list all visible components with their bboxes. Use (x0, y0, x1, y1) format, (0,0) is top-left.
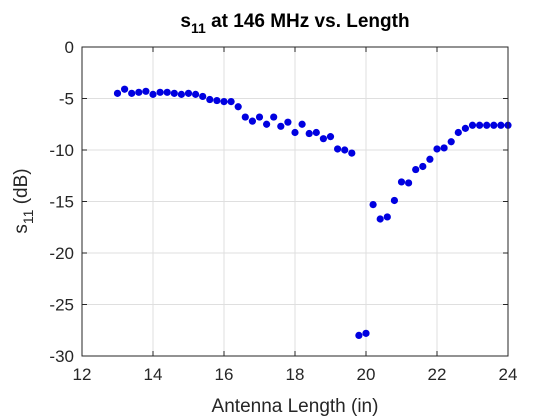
data-point (312, 128, 320, 137)
x-tick-label: 14 (144, 365, 163, 384)
data-point (291, 128, 299, 137)
ylabel-subscript: 11 (20, 209, 36, 224)
data-point (355, 331, 363, 339)
data-point (277, 122, 285, 130)
data-point (227, 97, 235, 106)
data-point (199, 92, 207, 101)
data-point (490, 121, 498, 129)
data-point (341, 146, 349, 154)
data-point (390, 196, 398, 205)
data-point (362, 329, 370, 337)
data-point (192, 90, 200, 98)
data-point (426, 155, 434, 163)
x-axis-label: Antenna Length (in) (212, 396, 379, 417)
data-point (255, 113, 264, 121)
data-point (376, 215, 384, 223)
data-point (383, 213, 391, 221)
ylabel-main: s (11, 224, 32, 234)
data-point (326, 133, 335, 141)
data-point (142, 87, 150, 95)
data-point (497, 121, 505, 129)
data-point (113, 89, 122, 97)
data-point (440, 144, 448, 152)
y-tick-label: -30 (49, 347, 74, 366)
data-point (433, 145, 441, 153)
data-point (128, 89, 136, 97)
x-tick-label: 20 (357, 365, 376, 384)
data-point (334, 145, 342, 153)
data-point (248, 117, 256, 125)
x-tick-label: 24 (499, 365, 518, 384)
x-tick-label: 12 (73, 365, 92, 384)
chart-title: s11 at 146 MHz vs. Length (180, 11, 409, 36)
y-tick-label: 0 (65, 38, 74, 57)
data-point (412, 165, 420, 174)
data-point (476, 121, 484, 129)
data-point (263, 120, 271, 128)
data-point (121, 85, 129, 93)
y-tick-label: -15 (49, 193, 74, 212)
data-point (397, 178, 406, 186)
data-point (220, 97, 228, 106)
y-tick-label: -5 (59, 90, 74, 109)
data-point (135, 88, 143, 96)
title-rest: at 146 MHz vs. Length (206, 11, 410, 32)
data-point (149, 90, 157, 98)
data-point (483, 121, 491, 129)
data-points (113, 85, 512, 339)
data-point (184, 89, 193, 97)
data-point (468, 121, 477, 129)
data-point (454, 128, 462, 137)
y-axis-label: s11 (dB) (11, 168, 36, 233)
data-point (177, 90, 185, 98)
ylabel-rest: (dB) (11, 168, 32, 209)
data-point (156, 88, 164, 96)
data-point (163, 88, 171, 96)
title-main: s (180, 11, 191, 32)
data-point (319, 135, 327, 143)
data-point (213, 96, 221, 105)
x-tick-label: 16 (215, 365, 234, 384)
y-tick-label: -10 (49, 141, 74, 160)
data-point (241, 113, 249, 121)
data-point (234, 103, 242, 111)
y-tick-label: -25 (49, 296, 74, 315)
data-point (461, 124, 469, 132)
title-subscript: 11 (191, 20, 206, 36)
ticks: 12 14 16 18 20 22 24 0 -5 -10 -15 -20 -25 -30 (49, 38, 517, 384)
data-point (447, 138, 455, 146)
data-point (170, 89, 178, 97)
data-point (298, 120, 306, 128)
x-tick-label: 18 (286, 365, 305, 384)
data-point (305, 129, 313, 138)
data-point (270, 113, 278, 121)
x-tick-label: 22 (428, 365, 447, 384)
y-tick-label: -20 (49, 244, 74, 263)
data-point (284, 118, 292, 126)
data-point (419, 162, 427, 171)
data-point (348, 149, 356, 157)
data-point (369, 200, 377, 209)
data-point (206, 95, 214, 104)
data-point (405, 179, 413, 187)
